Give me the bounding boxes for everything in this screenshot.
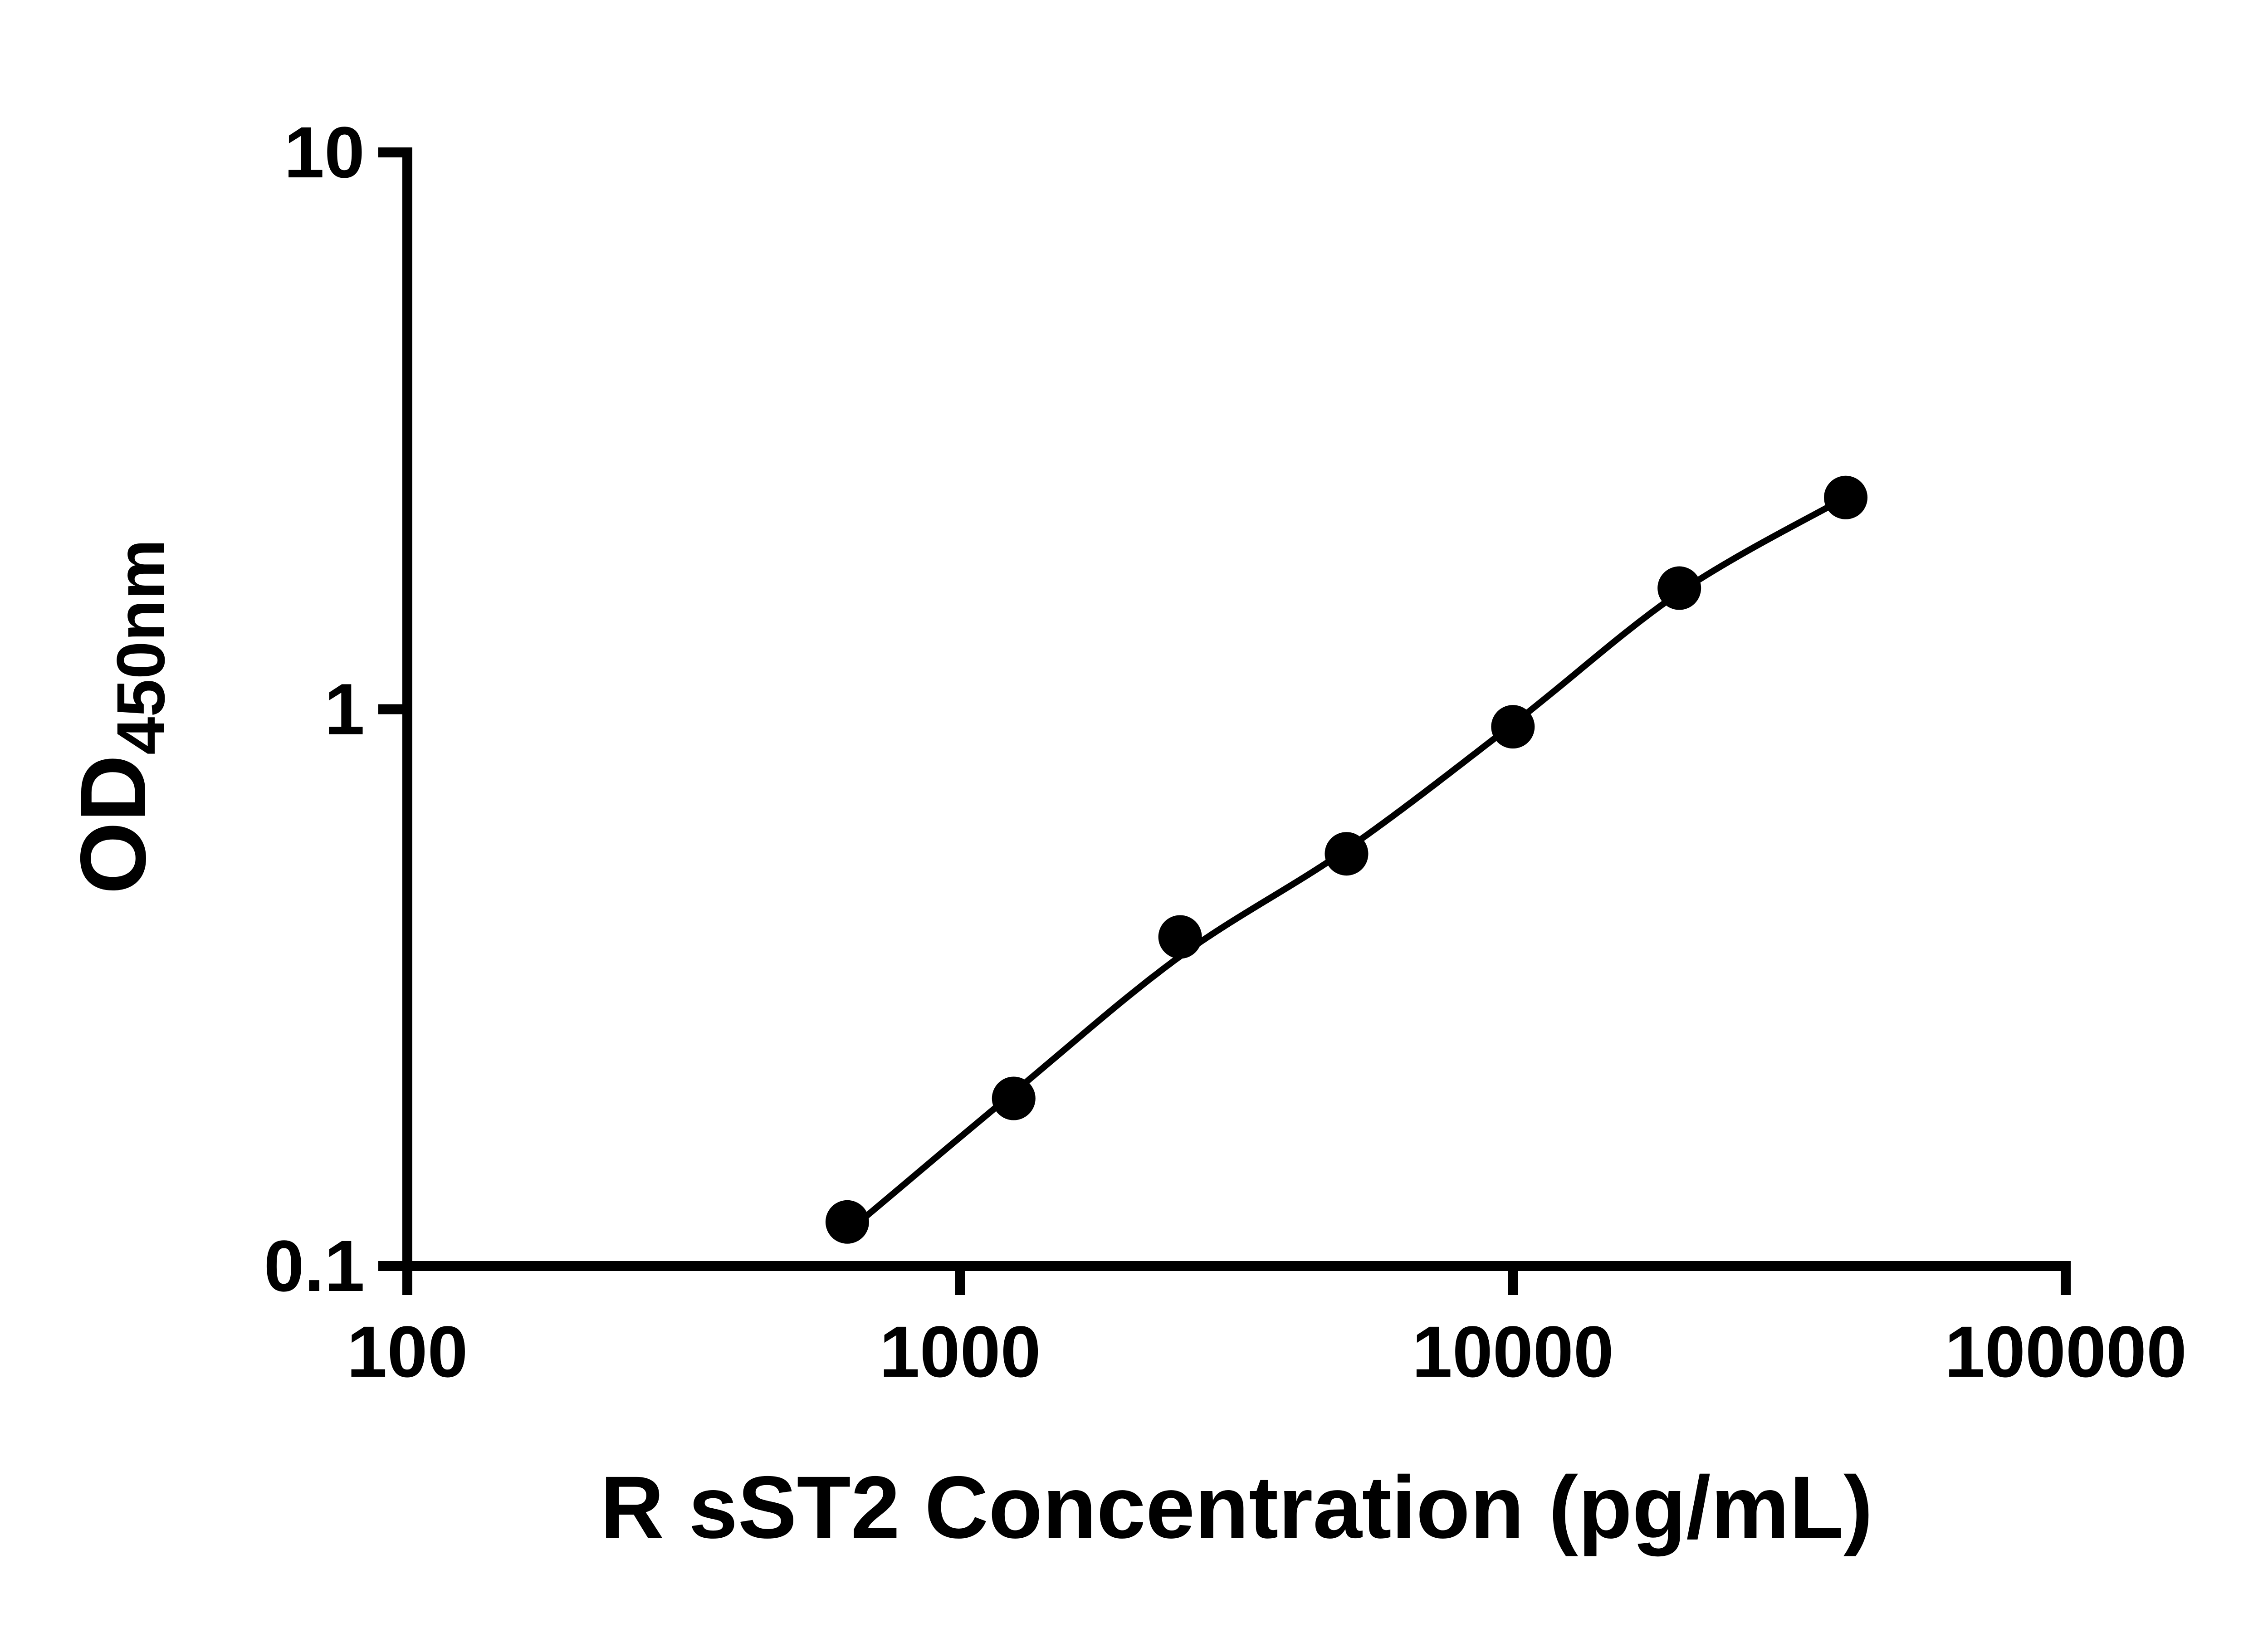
- x-tick-label: 10000: [1412, 1311, 1614, 1392]
- data-point: [1158, 915, 1202, 959]
- data-point: [1657, 566, 1701, 610]
- y-tick-label: 0.1: [264, 1225, 365, 1306]
- x-axis-title: R sST2 Concentration (pg/mL): [600, 1458, 1873, 1557]
- y-tick-label: 1: [324, 669, 365, 750]
- data-point: [1824, 475, 1868, 519]
- x-tick-label: 100: [347, 1311, 468, 1392]
- y-axis-title: OD450nm: [61, 539, 179, 895]
- x-tick-label: 100000: [1945, 1311, 2187, 1392]
- y-axis-title-sub: 450nm: [103, 539, 179, 755]
- y-tick-label: 10: [284, 112, 365, 193]
- y-axis-title-main: OD: [61, 755, 165, 895]
- data-point: [825, 1200, 869, 1244]
- data-point: [1325, 832, 1369, 876]
- data-point: [1491, 705, 1535, 749]
- chart-generated-layer: 100 1000 10000 100000 0.1 1 10: [264, 112, 2187, 1392]
- x-tick-label: 1000: [880, 1311, 1041, 1392]
- data-point: [992, 1076, 1036, 1120]
